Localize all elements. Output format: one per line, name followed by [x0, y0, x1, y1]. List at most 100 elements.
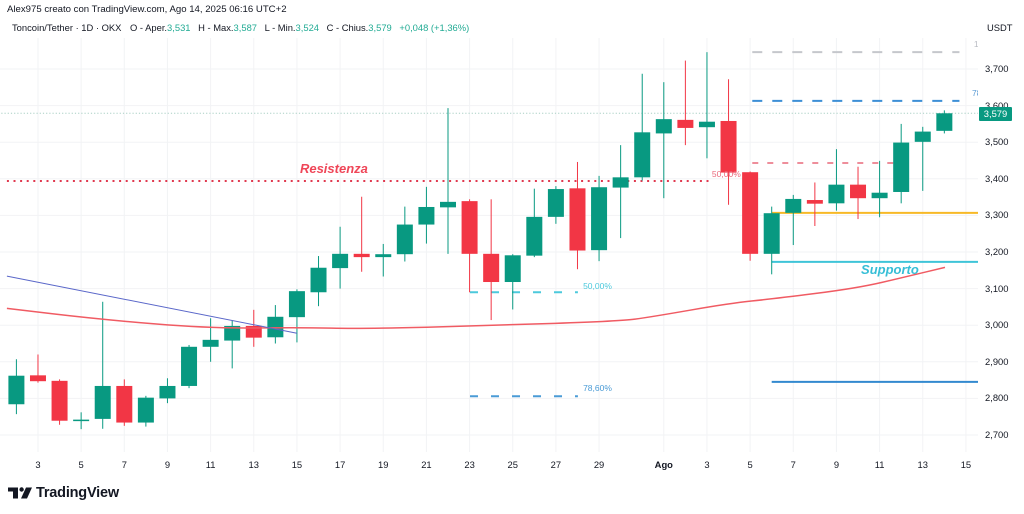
fib-50-right-label[interactable]: 50,00%	[712, 169, 741, 179]
tradingview-logo-icon	[8, 487, 32, 499]
ohlc-low-label: L - Min.	[264, 22, 296, 33]
candle-bullish[interactable]	[871, 160, 888, 218]
price-axis-label: 3,400	[985, 172, 1009, 184]
candle-bullish[interactable]	[267, 305, 284, 344]
candle-bullish[interactable]	[137, 395, 154, 427]
candle-bullish[interactable]	[763, 206, 780, 275]
candle-bearish[interactable]	[742, 171, 759, 261]
candle-body	[310, 267, 327, 293]
candle-bearish[interactable]	[29, 354, 46, 383]
candle-bullish[interactable]	[591, 175, 608, 262]
candle-bearish[interactable]	[569, 161, 586, 270]
price-axis-label: 3,500	[985, 136, 1009, 148]
time-axis-label: 5	[747, 459, 753, 470]
candle-bearish[interactable]	[51, 379, 68, 425]
candle-body	[288, 291, 305, 318]
fib-786-left-label[interactable]: 78,60%	[583, 383, 612, 393]
candle-bullish[interactable]	[440, 108, 456, 254]
candle-bearish[interactable]	[483, 199, 500, 321]
chart-credit: Alex975 creato con TradingView.com, Ago …	[7, 4, 287, 15]
tradingview-logo[interactable]: TradingView	[8, 484, 119, 502]
candle-bullish[interactable]	[698, 52, 715, 159]
candle-bullish[interactable]	[94, 301, 111, 429]
candle-bullish[interactable]	[914, 126, 931, 191]
price-axis-label: 2,700	[985, 429, 1009, 440]
candle-body	[396, 224, 413, 255]
candle-bearish[interactable]	[677, 60, 694, 146]
candle-bullish[interactable]	[612, 145, 629, 239]
candle-bullish[interactable]	[547, 186, 564, 224]
candle-body	[634, 132, 651, 178]
candle-bullish[interactable]	[288, 289, 305, 343]
ohlc-open: O - Aper.3,531	[130, 22, 190, 33]
ohlc-high-label: H - Max.	[198, 22, 234, 33]
candle-body	[612, 177, 629, 188]
candle-body	[181, 346, 198, 386]
candle-bullish[interactable]	[375, 243, 392, 277]
candle-bullish[interactable]	[526, 188, 543, 258]
candle-bullish[interactable]	[655, 82, 672, 199]
candle-bearish[interactable]	[461, 199, 478, 293]
time-axis-label: 11	[874, 459, 885, 470]
candle-bearish[interactable]	[720, 79, 737, 205]
candle-bearish[interactable]	[850, 166, 867, 220]
candle-bullish[interactable]	[332, 226, 349, 289]
fib-786-right-label[interactable]: 78	[972, 88, 982, 98]
candle-bullish[interactable]	[310, 256, 327, 307]
time-axis-label: 11	[205, 459, 216, 470]
candle-body	[698, 121, 715, 128]
candle-bearish[interactable]	[116, 379, 133, 426]
candle-body	[914, 131, 931, 142]
ohlc-low-value: 3,524	[295, 22, 319, 33]
candle-bullish[interactable]	[893, 123, 910, 204]
candle-bearish[interactable]	[353, 196, 370, 272]
fib-100-right-label[interactable]: 1	[974, 39, 979, 49]
time-axis-label: 19	[378, 459, 389, 470]
symbol-title: Toncoin/Tether · 1D · OKX	[12, 22, 122, 33]
price-axis-unit: USDT	[987, 22, 1013, 33]
candle-bullish[interactable]	[396, 206, 413, 262]
ohlc-close-label: C - Chius.	[326, 22, 369, 33]
ohlc-high-value: 3,587	[233, 22, 257, 33]
ohlc-open-value: 3,531	[167, 22, 191, 33]
resistance-label[interactable]: Resistenza	[300, 161, 368, 176]
candle-bullish[interactable]	[8, 359, 25, 415]
candle-body	[418, 206, 435, 225]
candle-body	[461, 201, 478, 254]
descending-trendline[interactable]	[6, 275, 298, 334]
candle-bearish[interactable]	[806, 182, 823, 227]
price-axis-label: 3,100	[985, 282, 1009, 294]
time-axis-label: 9	[164, 459, 171, 470]
candle-bullish[interactable]	[159, 378, 176, 404]
candle-bullish[interactable]	[418, 186, 435, 244]
candle-bullish[interactable]	[828, 149, 845, 211]
candle-body	[850, 184, 867, 199]
candle-bullish[interactable]	[504, 254, 521, 310]
candle-body	[720, 120, 737, 173]
candle-bullish[interactable]	[936, 110, 953, 134]
candle-bullish[interactable]	[634, 73, 651, 181]
candle-bullish[interactable]	[73, 412, 90, 430]
candle-body	[375, 254, 392, 258]
candle-body	[73, 419, 90, 422]
time-axis-label: 13	[917, 459, 928, 470]
candle-bullish[interactable]	[181, 344, 198, 389]
candle-body	[655, 119, 672, 134]
candle-body	[569, 188, 586, 251]
time-axis-label: 3	[35, 459, 41, 470]
candle-body	[763, 213, 780, 254]
time-axis-label: 7	[790, 459, 796, 470]
candle-body	[51, 380, 68, 421]
moving-average-line[interactable]	[6, 266, 946, 330]
grid	[0, 38, 978, 452]
time-axis-label: 29	[593, 459, 605, 470]
support-label[interactable]: Supporto	[861, 262, 919, 277]
horizontal-levels	[1, 51, 978, 398]
ohlc-close-value: 3,579	[368, 22, 392, 33]
candle-body	[893, 142, 910, 192]
candle-bullish[interactable]	[785, 194, 802, 246]
fib-50-left-label[interactable]: 50,00%	[583, 281, 612, 291]
candle-bullish[interactable]	[202, 318, 219, 362]
price-change: +0,048 (+1,36%)	[399, 22, 470, 33]
